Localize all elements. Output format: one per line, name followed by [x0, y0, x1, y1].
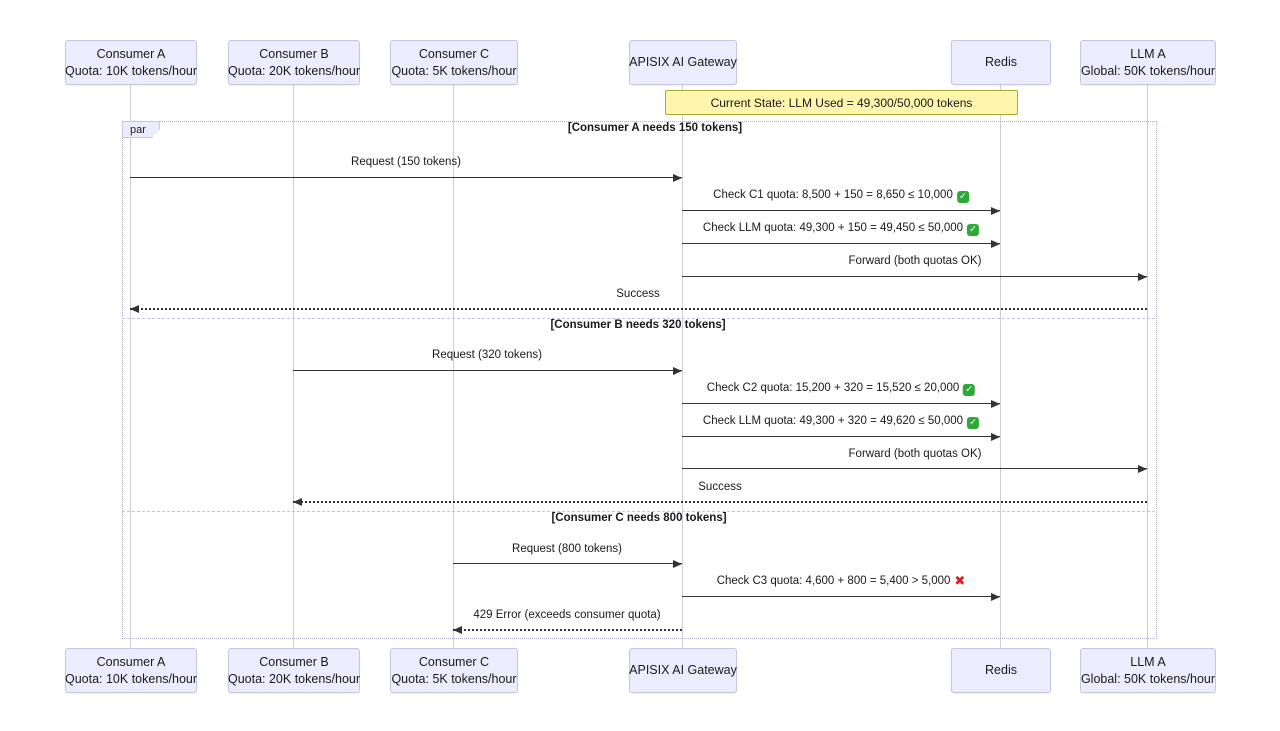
actor-name: Redis [985, 663, 1017, 678]
arrowhead-right-icon [991, 433, 1000, 441]
actor-consumer-a-top: Consumer A Quota: 10K tokens/hour [65, 40, 197, 85]
message-label-forward-a: Forward (both quotas OK) [848, 255, 982, 267]
actor-gateway-bottom: APISIX AI Gateway [629, 648, 737, 693]
arrowhead-left-icon [130, 305, 139, 313]
actor-detail: Quota: 20K tokens/hour [227, 671, 361, 686]
actor-detail: Global: 50K tokens/hour [1080, 63, 1216, 78]
message-line [682, 436, 1000, 437]
actor-name: LLM A [1130, 47, 1166, 62]
lifeline-consumer-b [293, 83, 294, 648]
message-label-check-llm-a: Check LLM quota: 49,300 + 150 = 49,450 ≤… [703, 222, 980, 236]
actor-name: Consumer C [418, 655, 490, 670]
check-icon: ✓ [967, 417, 980, 429]
arrowhead-right-icon [1138, 465, 1147, 473]
arrowhead-right-icon [673, 560, 682, 568]
cross-icon: ✖ [954, 573, 966, 588]
note-text: Current State: LLM Used = 49,300/50,000 … [710, 95, 973, 110]
message-label-429-error: 429 Error (exceeds consumer quota) [473, 609, 661, 621]
arrowhead-right-icon [991, 240, 1000, 248]
actor-detail: Quota: 5K tokens/hour [391, 63, 517, 78]
arrowhead-right-icon [1138, 273, 1147, 281]
arrowhead-right-icon [991, 400, 1000, 408]
actor-consumer-a-bottom: Consumer A Quota: 10K tokens/hour [65, 648, 197, 693]
lifeline-gateway [682, 83, 683, 648]
lifeline-llm [1147, 83, 1148, 648]
message-line [682, 243, 1000, 244]
actor-gateway-top: APISIX AI Gateway [629, 40, 737, 85]
message-line [682, 276, 1147, 277]
actor-consumer-c-top: Consumer C Quota: 5K tokens/hour [390, 40, 518, 85]
note-current-state: Current State: LLM Used = 49,300/50,000 … [665, 90, 1018, 115]
message-label-check-c1: Check C1 quota: 8,500 + 150 = 8,650 ≤ 10… [713, 189, 969, 203]
message-line [682, 596, 1000, 597]
message-label-success-a: Success [616, 288, 660, 300]
actor-name: LLM A [1130, 655, 1166, 670]
actor-name: Consumer B [259, 655, 329, 670]
arrowhead-right-icon [673, 174, 682, 182]
message-label-request-a: Request (150 tokens) [351, 156, 461, 168]
section-title-consumer-b: [Consumer B needs 320 tokens] [550, 319, 726, 331]
arrowhead-right-icon [673, 367, 682, 375]
actor-detail: Quota: 5K tokens/hour [391, 671, 517, 686]
actor-detail: Quota: 10K tokens/hour [64, 63, 198, 78]
actor-consumer-b-bottom: Consumer B Quota: 20K tokens/hour [228, 648, 360, 693]
lifeline-consumer-a [130, 83, 131, 648]
message-label-request-b: Request (320 tokens) [432, 349, 542, 361]
actor-detail: Quota: 10K tokens/hour [64, 671, 198, 686]
message-line-dotted [130, 308, 1147, 310]
message-label-forward-b: Forward (both quotas OK) [848, 448, 982, 460]
actor-redis-top: Redis [951, 40, 1051, 85]
message-line [682, 210, 1000, 211]
message-label-request-c: Request (800 tokens) [512, 543, 622, 555]
par-frame [122, 121, 1157, 639]
actor-name: APISIX AI Gateway [629, 55, 737, 70]
section-title-consumer-c: [Consumer C needs 800 tokens] [551, 512, 727, 524]
message-label-check-c3: Check C3 quota: 4,600 + 800 = 5,400 > 5,… [716, 573, 966, 588]
arrowhead-right-icon [991, 593, 1000, 601]
check-icon: ✓ [956, 191, 969, 203]
arrowhead-left-icon [453, 626, 462, 634]
arrowhead-left-icon [293, 498, 302, 506]
actor-name: APISIX AI Gateway [629, 663, 737, 678]
par-label: par [122, 121, 160, 138]
actor-name: Redis [985, 55, 1017, 70]
message-line [293, 370, 682, 371]
message-line-dotted [293, 501, 1147, 503]
section-divider [122, 318, 1155, 319]
message-line [682, 468, 1147, 469]
actor-consumer-c-bottom: Consumer C Quota: 5K tokens/hour [390, 648, 518, 693]
actor-detail: Global: 50K tokens/hour [1080, 671, 1216, 686]
actor-consumer-b-top: Consumer B Quota: 20K tokens/hour [228, 40, 360, 85]
message-label-success-b: Success [698, 481, 742, 493]
actor-name: Consumer C [418, 47, 490, 62]
message-line [453, 563, 682, 564]
message-line [130, 177, 682, 178]
check-icon: ✓ [963, 384, 976, 396]
lifeline-consumer-c [453, 83, 454, 648]
check-icon: ✓ [967, 224, 980, 236]
actor-name: Consumer B [259, 47, 329, 62]
message-label-check-c2: Check C2 quota: 15,200 + 320 = 15,520 ≤ … [707, 382, 976, 396]
actor-redis-bottom: Redis [951, 648, 1051, 693]
actor-detail: Quota: 20K tokens/hour [227, 63, 361, 78]
actor-llm-top: LLM A Global: 50K tokens/hour [1080, 40, 1216, 85]
section-divider [122, 511, 1155, 512]
actor-llm-bottom: LLM A Global: 50K tokens/hour [1080, 648, 1216, 693]
message-line-dotted [453, 629, 682, 631]
actor-name: Consumer A [96, 655, 166, 670]
actor-name: Consumer A [96, 47, 166, 62]
message-line [682, 403, 1000, 404]
arrowhead-right-icon [991, 207, 1000, 215]
section-title-consumer-a: [Consumer A needs 150 tokens] [567, 122, 743, 134]
message-label-check-llm-b: Check LLM quota: 49,300 + 320 = 49,620 ≤… [703, 415, 980, 429]
lifeline-redis [1000, 83, 1001, 648]
